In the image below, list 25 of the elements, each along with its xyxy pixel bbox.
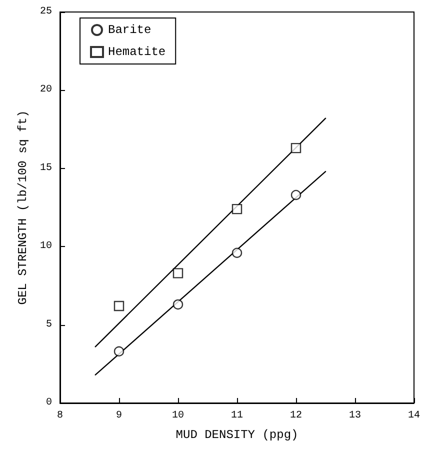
y-tick-label: 10: [40, 241, 52, 252]
x-axis-title: MUD DENSITY (ppg): [176, 428, 298, 442]
point: [114, 300, 124, 312]
x-tick-label: 9: [116, 410, 122, 422]
legend-label: Hematite: [108, 45, 166, 59]
point: [232, 204, 242, 214]
y-tick-label: 15: [40, 162, 52, 174]
point: [172, 268, 184, 278]
point: [290, 142, 302, 154]
y-tick-label: 5: [46, 319, 52, 330]
point: [290, 190, 302, 200]
x-tick-label: 12: [290, 410, 302, 422]
x-tick-label: 10: [172, 410, 184, 422]
y-axis-title: GEL STRENGTH (lb/100 sq ft): [16, 110, 30, 305]
point: [114, 346, 124, 356]
x-tick-label: 14: [408, 410, 420, 422]
point: [232, 248, 242, 258]
legend-label: Barite: [108, 23, 152, 37]
x-tick-label: 8: [56, 410, 64, 422]
y-tick-label: 20: [40, 84, 52, 96]
y-tick-label: 0: [46, 398, 52, 408]
x-tick-label: 13: [348, 410, 362, 422]
x-tick-label: 11: [230, 410, 244, 422]
point: [172, 299, 184, 310]
y-tick-label: 25: [40, 6, 52, 18]
